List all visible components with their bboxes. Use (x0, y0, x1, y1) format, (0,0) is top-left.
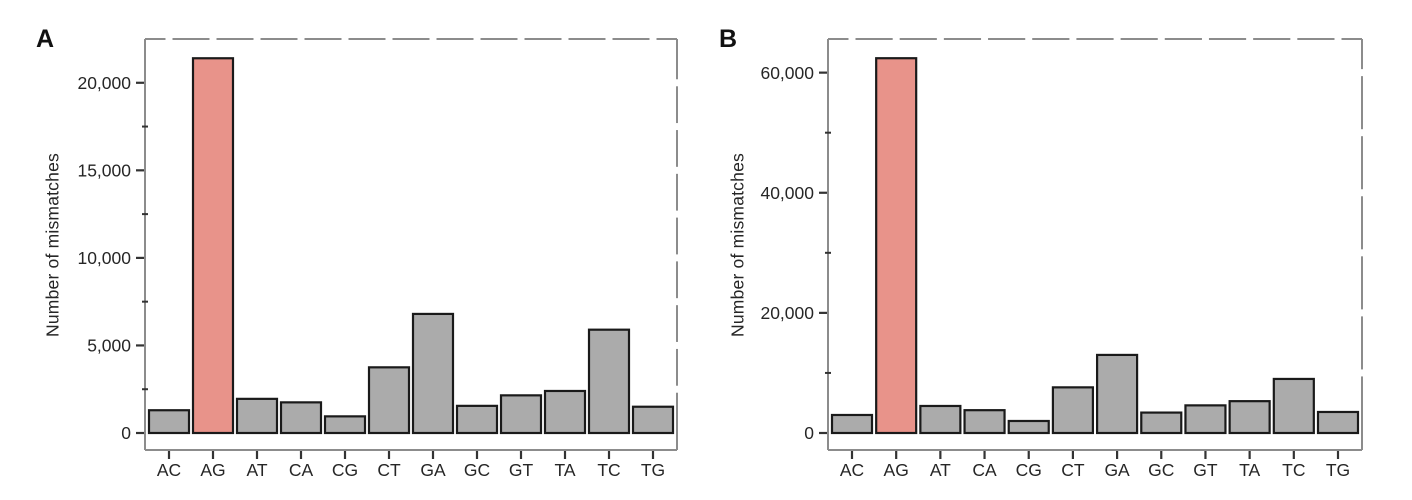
x-axis-category-label: TA (1239, 460, 1260, 480)
bar-gc (455, 404, 499, 435)
x-axis-category-label: GA (420, 460, 446, 480)
bar-ag (875, 57, 918, 435)
bar-tc (587, 328, 631, 435)
bar-ac (830, 413, 874, 435)
y-axis-tick-label: 40,000 (760, 183, 814, 203)
y-axis-tick-label: 0 (121, 423, 131, 443)
bar-tg (631, 405, 675, 435)
x-axis-category-label: CG (332, 460, 358, 480)
x-axis-category-label: TG (641, 460, 665, 480)
panel-a-label: A (36, 25, 55, 53)
x-axis-category-label: AC (840, 460, 864, 480)
x-axis-category-label: GC (464, 460, 490, 480)
x-axis-category-label: AC (157, 460, 181, 480)
y-axis-tick-label: 0 (804, 423, 814, 443)
x-axis-category-label: CT (377, 460, 401, 480)
bar-ct (1051, 386, 1095, 435)
panel-b: 0 20,000 40,000 60,000 AC AG AT CA CG CT GA GC GT TA T… (760, 37, 1364, 480)
x-axis-category-label: CA (289, 460, 314, 480)
y-axis-tick-label: 15,000 (77, 160, 131, 180)
y-axis-tick-label: 60,000 (760, 63, 814, 83)
y-axis-tick-label: 5,000 (87, 336, 131, 356)
bar-ga (411, 312, 455, 435)
x-axis-category-label: GC (1148, 460, 1174, 480)
bar-ct (367, 366, 411, 435)
bar-ag (191, 57, 235, 435)
bar-at (235, 397, 279, 435)
bar-cg (323, 415, 367, 435)
bar-at (919, 404, 962, 435)
x-axis-category-label: CT (1061, 460, 1085, 480)
bar-ca (279, 401, 323, 435)
bar-cg (1007, 419, 1050, 435)
panel-b-label: B (719, 25, 738, 53)
x-axis-category-label: TC (1282, 460, 1305, 480)
y-axis-tick-label: 20,000 (760, 303, 814, 323)
bar-tc (1272, 377, 1315, 435)
x-axis-category-label: AT (930, 460, 951, 480)
y-axis-tick-label: 20,000 (77, 73, 131, 93)
x-axis-category-label: GT (1193, 460, 1218, 480)
panel-a-y-axis-title: Number of mismatches (42, 153, 63, 337)
x-axis-category-label: TA (554, 460, 575, 480)
x-axis-category-label: TG (1326, 460, 1350, 480)
bar-ga (1095, 353, 1139, 435)
bar-ca (963, 409, 1006, 435)
x-axis-category-label: AG (884, 460, 909, 480)
x-axis-category-label: CG (1016, 460, 1042, 480)
x-axis-category-label: GA (1104, 460, 1130, 480)
panel-a: 0 5,000 10,000 15,000 20,000 AC AG AT CA CG CT GA GC… (77, 37, 679, 480)
bar-tg (1316, 410, 1360, 435)
bar-ta (1228, 400, 1271, 435)
bar-gt (1184, 404, 1227, 435)
bar-gt (499, 394, 543, 435)
panel-b-y-axis-title: Number of mismatches (727, 153, 748, 337)
bar-ta (543, 389, 587, 435)
x-axis-category-label: AT (246, 460, 267, 480)
x-axis-category-label: TC (597, 460, 620, 480)
x-axis-category-label: AG (200, 460, 225, 480)
x-axis-category-label: GT (509, 460, 534, 480)
bar-gc (1140, 411, 1183, 435)
y-axis-tick-label: 10,000 (77, 248, 131, 268)
x-axis-category-label: CA (972, 460, 997, 480)
bar-ac (147, 409, 191, 435)
